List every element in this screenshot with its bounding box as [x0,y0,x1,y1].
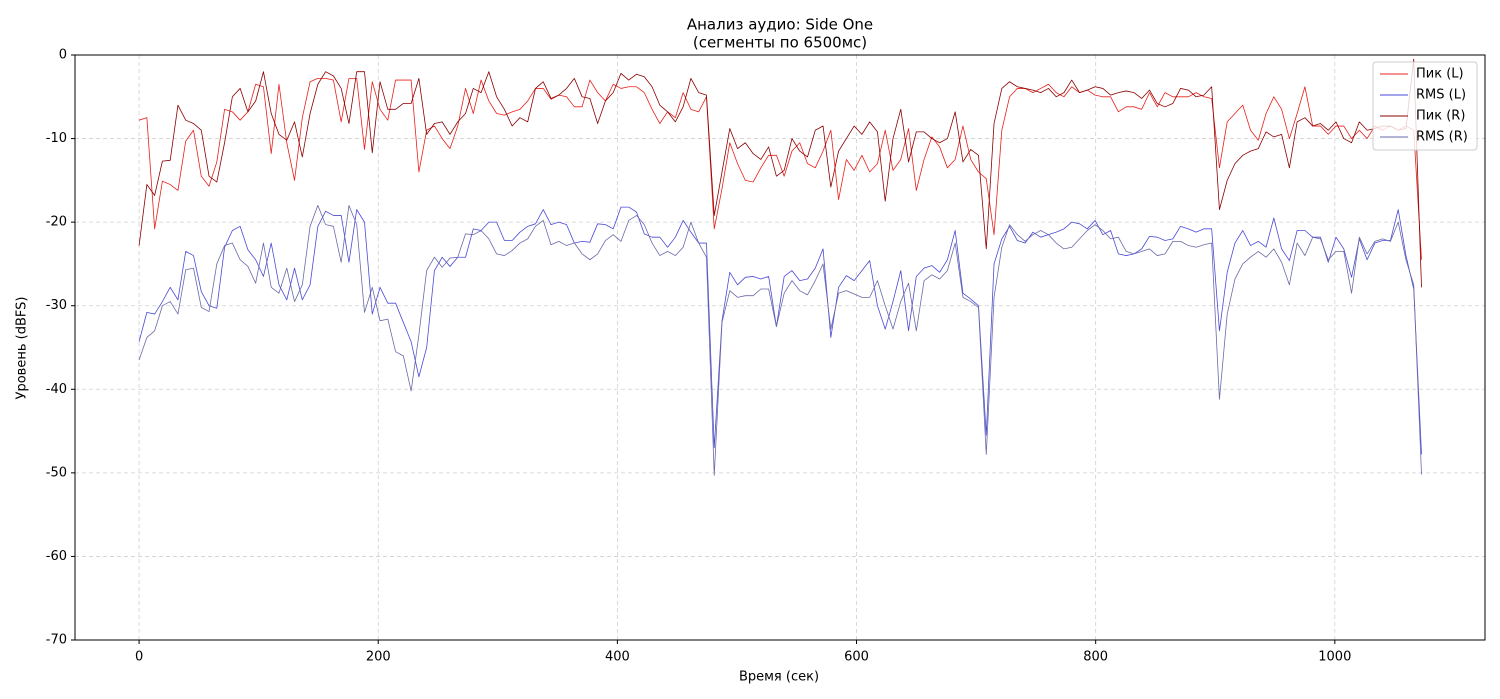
plot-frame [74,54,1486,641]
chart-subtitle: (сегменты по 6500мс) [693,34,867,52]
y-tick-label: -40 [46,382,67,397]
series-line [138,206,1422,455]
y-tick-label: -30 [46,298,67,313]
legend-label: Пик (R) [1416,109,1465,124]
x-tick-label: 400 [605,650,630,665]
y-axis-label: Уровень (dBFS) [15,297,30,400]
x-tick-label: 1000 [1318,650,1351,665]
legend-label: RMS (R) [1416,130,1468,145]
chart-title: Анализ аудио: Side One [687,16,873,34]
y-tick-label: 0 [59,48,67,63]
y-tick-label: -20 [46,215,67,230]
x-tick-label: 800 [1083,650,1108,665]
x-axis-label: Время (сек) [739,670,819,685]
x-tick-label: 600 [844,650,869,665]
legend-label: RMS (L) [1416,88,1466,103]
x-tick-label: 200 [366,650,391,665]
series-line [138,78,1422,260]
series-line [138,58,1422,288]
legend-box [1372,61,1478,151]
series-line [138,205,1422,476]
legend-label: Пик (L) [1416,67,1464,82]
y-tick-label: -50 [46,465,67,480]
y-tick-label: -70 [46,633,67,648]
y-tick-label: -60 [46,549,67,564]
x-tick-label: 0 [135,650,143,665]
y-tick-label: -10 [46,131,67,146]
